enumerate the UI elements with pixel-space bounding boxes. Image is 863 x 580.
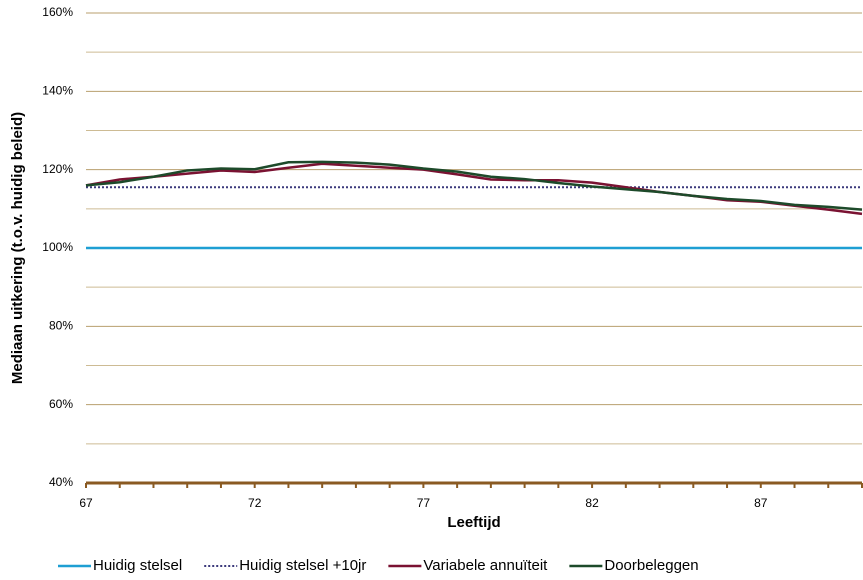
y-tick-label: 160% bbox=[42, 5, 73, 19]
y-tick-label: 120% bbox=[42, 162, 73, 176]
y-tick-label: 60% bbox=[49, 397, 73, 411]
x-tick-label: 77 bbox=[417, 496, 431, 510]
series-line bbox=[85, 160, 863, 211]
y-tick-label: 140% bbox=[42, 84, 73, 98]
legend-label: Huidig stelsel +10jr bbox=[239, 557, 366, 574]
y-axis-title: Mediaan uitkering (t.o.v. huidig beleid) bbox=[9, 112, 26, 384]
x-tick-label: 82 bbox=[585, 496, 599, 510]
x-tick-label: 67 bbox=[79, 496, 93, 510]
series-line bbox=[85, 162, 863, 216]
x-axis-title: Leeftijd bbox=[447, 514, 500, 531]
legend-label: Variabele annuïteit bbox=[423, 557, 548, 574]
x-tick-label: 87 bbox=[754, 496, 768, 510]
y-tick-label: 80% bbox=[49, 319, 73, 333]
y-tick-label: 100% bbox=[42, 240, 73, 254]
legend-label: Doorbeleggen bbox=[604, 557, 698, 574]
x-tick-label: 72 bbox=[248, 496, 262, 510]
legend-label: Huidig stelsel bbox=[93, 557, 182, 574]
y-tick-label: 40% bbox=[49, 475, 73, 489]
